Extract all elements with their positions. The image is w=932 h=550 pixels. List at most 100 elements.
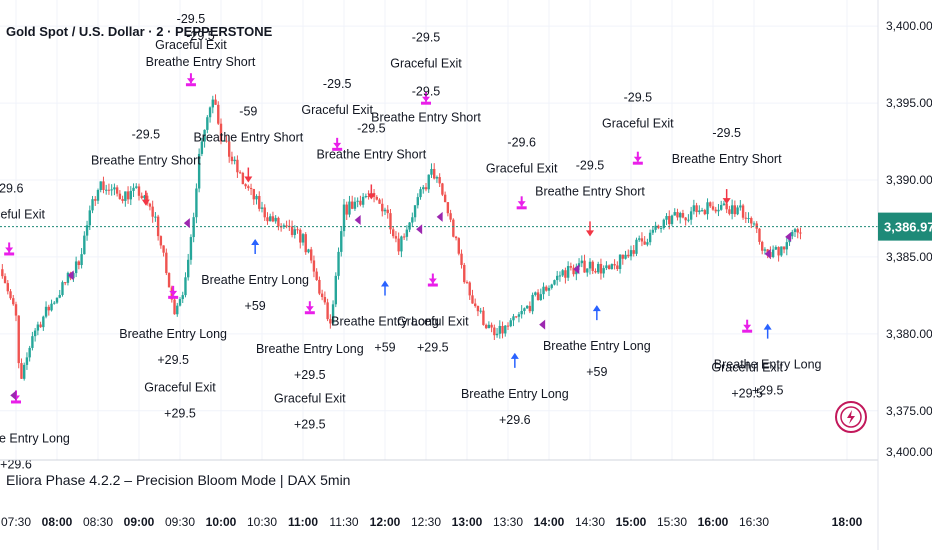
candle-body [687, 219, 690, 221]
price-tick-label: 3,385.00 [886, 250, 932, 264]
candle-body [310, 249, 313, 261]
candle-body [468, 282, 471, 296]
candle-body [208, 107, 212, 118]
candle-body [755, 223, 758, 229]
candle-body [39, 324, 42, 328]
price-tick-label: 3,400.00 [886, 445, 932, 459]
candle-body [651, 229, 655, 233]
candle-body [474, 303, 477, 307]
candle-body [277, 217, 280, 227]
signal-name-label: Graceful Exit [486, 161, 558, 175]
candle-body [438, 177, 441, 184]
candle-body [566, 266, 570, 278]
candle-body [345, 204, 348, 215]
candle-body [140, 195, 143, 199]
candle-body [621, 254, 624, 259]
exit-marker-bar [304, 311, 315, 315]
candle-body [340, 231, 343, 252]
exit-marker-bar [427, 283, 438, 287]
candle-body [326, 302, 329, 320]
signal-value-label: +59 [374, 341, 395, 355]
signal-name-label: Graceful Exit [144, 381, 216, 395]
candle-body [714, 209, 717, 212]
candle-body [413, 205, 417, 218]
candle-body [539, 294, 542, 301]
candle-body [479, 310, 482, 312]
time-tick-label: 16:30 [739, 515, 769, 529]
signal-triangle-marker [785, 231, 792, 242]
candle-body [689, 211, 693, 220]
signal-value-label: -29.5 [712, 126, 741, 140]
candle-body [342, 204, 346, 232]
candle-body [53, 302, 56, 304]
candle-body [105, 189, 108, 191]
candle-body [594, 270, 597, 273]
signal-triangle-marker [183, 218, 190, 229]
signal-value-label: +29.5 [164, 407, 196, 421]
candle-body [249, 187, 253, 190]
candle-body [454, 236, 458, 239]
candle-body [394, 236, 398, 239]
candle-body [597, 263, 600, 273]
candle-body [463, 264, 466, 283]
candle-body [733, 205, 737, 215]
candle-body [299, 229, 302, 243]
candle-body [422, 187, 425, 190]
candle-body [610, 264, 614, 270]
exit-marker-head [428, 278, 437, 284]
candle-body [329, 319, 332, 324]
candle-body [233, 159, 236, 162]
candle-body [225, 140, 228, 142]
candle-body [159, 236, 163, 246]
candle-body [241, 172, 245, 185]
candle-body [599, 263, 603, 274]
candle-body [356, 200, 359, 202]
candle-body [315, 271, 318, 280]
signal-triangle-marker [10, 390, 17, 401]
candle-body [25, 357, 29, 365]
candle-body [110, 189, 113, 191]
signal-name-label: Breathe Entry Short [193, 131, 303, 145]
exit-marker-bar [168, 295, 179, 299]
candle-body [293, 229, 296, 235]
candle-body [337, 251, 340, 276]
candle-body [766, 249, 769, 253]
candle-body [572, 267, 575, 275]
candle-body [132, 187, 135, 191]
candle-body [424, 187, 428, 190]
long-arrow-head [381, 280, 389, 287]
candle-body [222, 140, 225, 142]
candle-body [266, 217, 269, 222]
candle-body [534, 292, 537, 295]
candle-body [378, 199, 381, 204]
signal-name-label: Breathe Entry Short [316, 147, 426, 161]
price-axis[interactable]: 3,400.00 3,395.00 3,390.00 3,385.00 3,380.00… [886, 19, 932, 459]
candle-body [506, 325, 510, 327]
candle-body [640, 238, 644, 242]
candle-body [44, 306, 48, 317]
exit-marker-bar [632, 161, 643, 165]
exit-marker-head [333, 142, 342, 148]
time-axis[interactable]: 07:30 08:00 08:30 09:00 09:30 10:00 10:30 11:00… [1, 515, 863, 529]
candle-body [591, 261, 594, 271]
signal-value-label: -29.5 [624, 91, 653, 105]
signal-name-label: Breathe Entry Long [201, 273, 309, 287]
candle-body [33, 330, 37, 337]
candle-body [405, 229, 409, 237]
candle-body [709, 202, 712, 207]
candle-body [698, 210, 701, 213]
candle-body [102, 181, 105, 190]
candle-body [711, 206, 715, 210]
short-arrow-head [722, 198, 731, 205]
candle-body [320, 293, 324, 297]
exit-marker-head [422, 96, 430, 102]
alert-icon[interactable] [835, 401, 867, 433]
candle-body [618, 254, 622, 269]
signal-triangle-marker [354, 215, 361, 225]
signal-name-label: Breathe Entry Long [256, 342, 364, 356]
candle-body [64, 282, 67, 284]
candle-body [613, 264, 616, 266]
candle-body [318, 279, 321, 294]
